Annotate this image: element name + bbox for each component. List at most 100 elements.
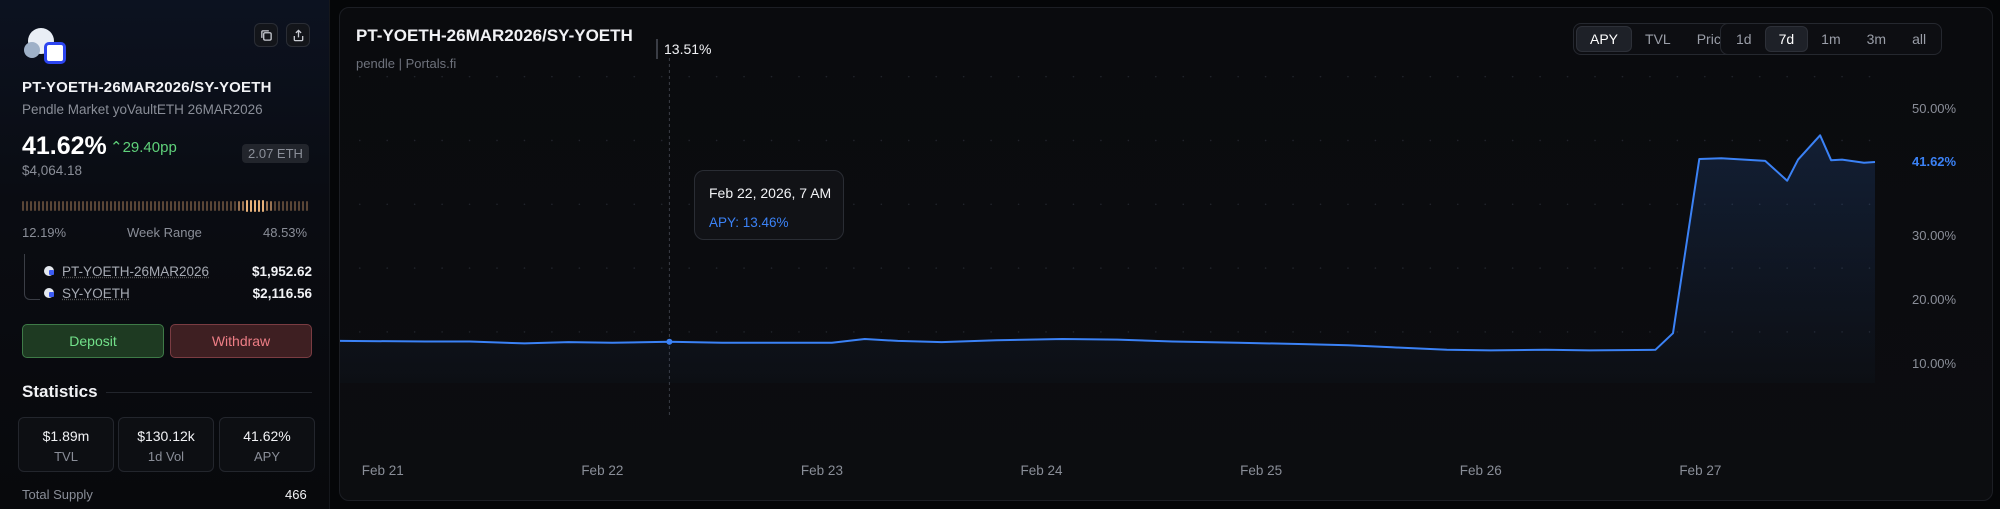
grid-dot [633,75,636,78]
total-supply-value: 466 [285,487,307,502]
range-1d[interactable]: 1d [1736,31,1752,47]
grid-dot [1758,75,1761,78]
grid-dot [1511,75,1514,78]
range-tick [206,201,208,211]
grid-dot [1209,75,1212,78]
week-range-low: 12.19% [22,225,67,240]
grid-dot [770,331,773,333]
y-tick-label: 10.00% [1912,355,1957,371]
week-range-high: 48.53% [263,225,308,240]
withdraw-button[interactable]: Withdraw [170,324,312,358]
y-tick-label: 20.00% [1912,292,1957,308]
token-row-sy[interactable]: SY-YOETH $2,116.56 [44,284,312,302]
range-7d[interactable]: 7d [1764,26,1809,52]
grid-dot [551,75,553,78]
grid-dot [853,139,855,142]
range-1m[interactable]: 1m [1821,31,1841,47]
range-tick [82,201,84,211]
apy-line-chart[interactable] [340,8,1994,502]
range-tick [278,201,280,211]
grid-dot [1155,331,1157,333]
grid-dot [1374,75,1377,78]
range-tick [270,201,272,211]
range-tick [222,201,224,211]
grid-dot [1594,139,1596,142]
token-name[interactable]: PT-YOETH-26MAR2026 [62,263,210,279]
range-3m[interactable]: 3m [1866,31,1887,47]
deposit-button[interactable]: Deposit [22,324,164,358]
range-tick [94,201,96,211]
grid-dot [1649,267,1651,269]
grid-dot [496,331,498,333]
grid-dot [358,267,361,269]
token-row-pt[interactable]: PT-YOETH-26MAR2026 $1,952.62 [44,262,312,280]
grid-dot [1429,331,1432,333]
grid-dot [496,267,498,269]
range-tick [98,201,100,211]
grid-dot [907,331,910,333]
grid-dot [1758,139,1761,142]
range-tick [250,200,252,212]
grid-dot [606,267,608,269]
grid-dot [1292,75,1294,78]
y-tick-label: 50.00% [1912,100,1957,116]
tooltip-apy: APY: 13.46% [709,215,789,230]
grid-dot [1456,267,1459,269]
grid-dot [578,139,581,142]
grid-dot [798,267,800,269]
tab-tvl[interactable]: TVL [1645,31,1671,47]
grid-dot [798,331,800,333]
grid-dot [1511,203,1514,206]
grid-dot [715,139,718,142]
token-icon [44,288,54,298]
grid-dot [386,75,389,78]
range-tick [226,201,228,211]
grid-dot [633,331,636,333]
grid-dot [1017,139,1020,142]
grid-dot [358,203,361,206]
range-all[interactable]: all [1912,31,1927,47]
grid-dot [1182,75,1185,78]
range-tick [190,201,192,211]
range-tick [78,201,80,211]
grid-dot [660,267,663,269]
grid-dot [1319,139,1322,142]
grid-dot [1374,203,1377,206]
grid-dot [853,331,855,333]
range-tick [246,200,248,212]
token-name[interactable]: SY-YOETH [62,285,130,301]
grid-dot [523,331,526,333]
grid-dot [1155,267,1157,269]
range-tick [130,201,132,211]
range-tick [158,201,160,211]
grid-dot [660,139,663,142]
tab-apy[interactable]: APY [1576,26,1633,52]
apy-area [340,135,1875,383]
grid-dot [1484,267,1487,269]
stat-box-tvl: $1.89m TVL [18,417,114,472]
chart-tooltip: Feb 22, 2026, 7 AM APY: 13.46% [694,170,844,240]
grid-dot [935,139,938,142]
copy-icon[interactable] [254,23,278,47]
range-tick [274,201,276,211]
grid-dot [1155,139,1157,142]
grid-dot [1484,331,1487,333]
range-tick [254,200,256,212]
stat-value: $130.12k [137,428,195,444]
week-range-bar [22,200,310,212]
grid-dot [1621,203,1624,206]
grid-dot [880,139,883,142]
grid-dot [1594,75,1596,78]
grid-dot [551,267,553,269]
grid-dot [578,75,581,78]
range-tick [90,201,92,211]
range-tick [138,201,140,211]
share-icon[interactable] [286,23,310,47]
grid-dot [1868,75,1871,78]
grid-dot [1237,203,1239,206]
range-tick [42,201,44,211]
grid-dot [1209,139,1212,142]
grid-dot [1319,267,1322,269]
grid-dot [1456,203,1459,206]
apy-change-value: 29.40pp [122,139,177,156]
